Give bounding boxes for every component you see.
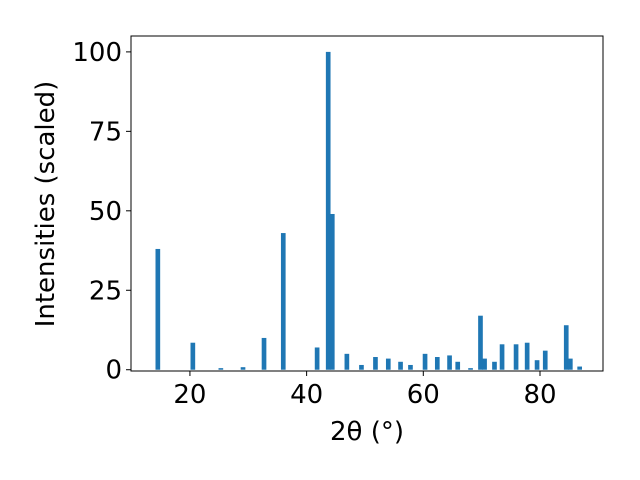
bar: [492, 361, 497, 370]
bar: [314, 347, 320, 370]
bar: [280, 233, 286, 370]
bar: [513, 344, 519, 370]
bar: [218, 368, 224, 370]
bar: [567, 358, 573, 370]
bar: [385, 358, 391, 370]
y-axis-label: Intensities (scaled): [31, 81, 61, 328]
bar: [524, 342, 530, 370]
bar: [422, 353, 428, 370]
bar: [577, 366, 582, 370]
x-tick-label: 40: [290, 380, 323, 410]
plot-frame: [130, 35, 604, 372]
bar: [373, 357, 378, 370]
bar: [359, 364, 364, 370]
bar: [499, 344, 505, 370]
x-axis-label: 2θ (°): [330, 417, 404, 447]
y-tick-label: 75: [89, 117, 122, 147]
bar: [482, 358, 487, 370]
y-tick-label: 25: [89, 276, 122, 306]
bar: [447, 355, 452, 370]
y-tick-label: 50: [89, 197, 122, 227]
x-tick-label: 80: [523, 380, 556, 410]
bar: [408, 364, 413, 370]
bar: [455, 361, 461, 370]
y-tick-label: 100: [72, 38, 122, 68]
bar: [534, 360, 540, 370]
bar: [325, 51, 331, 370]
bar: [434, 357, 440, 370]
y-tick-label: 0: [105, 356, 122, 386]
bar: [329, 213, 335, 370]
bar: [468, 368, 473, 370]
bar: [261, 337, 267, 370]
bar: [478, 315, 483, 370]
bar: [542, 350, 548, 370]
bar: [398, 361, 403, 370]
x-tick-label: 20: [173, 380, 206, 410]
bar: [155, 248, 161, 370]
x-tick-label: 60: [407, 380, 440, 410]
bar: [240, 367, 246, 370]
bar: [190, 342, 196, 370]
bar: [563, 325, 569, 370]
bar: [344, 353, 350, 370]
